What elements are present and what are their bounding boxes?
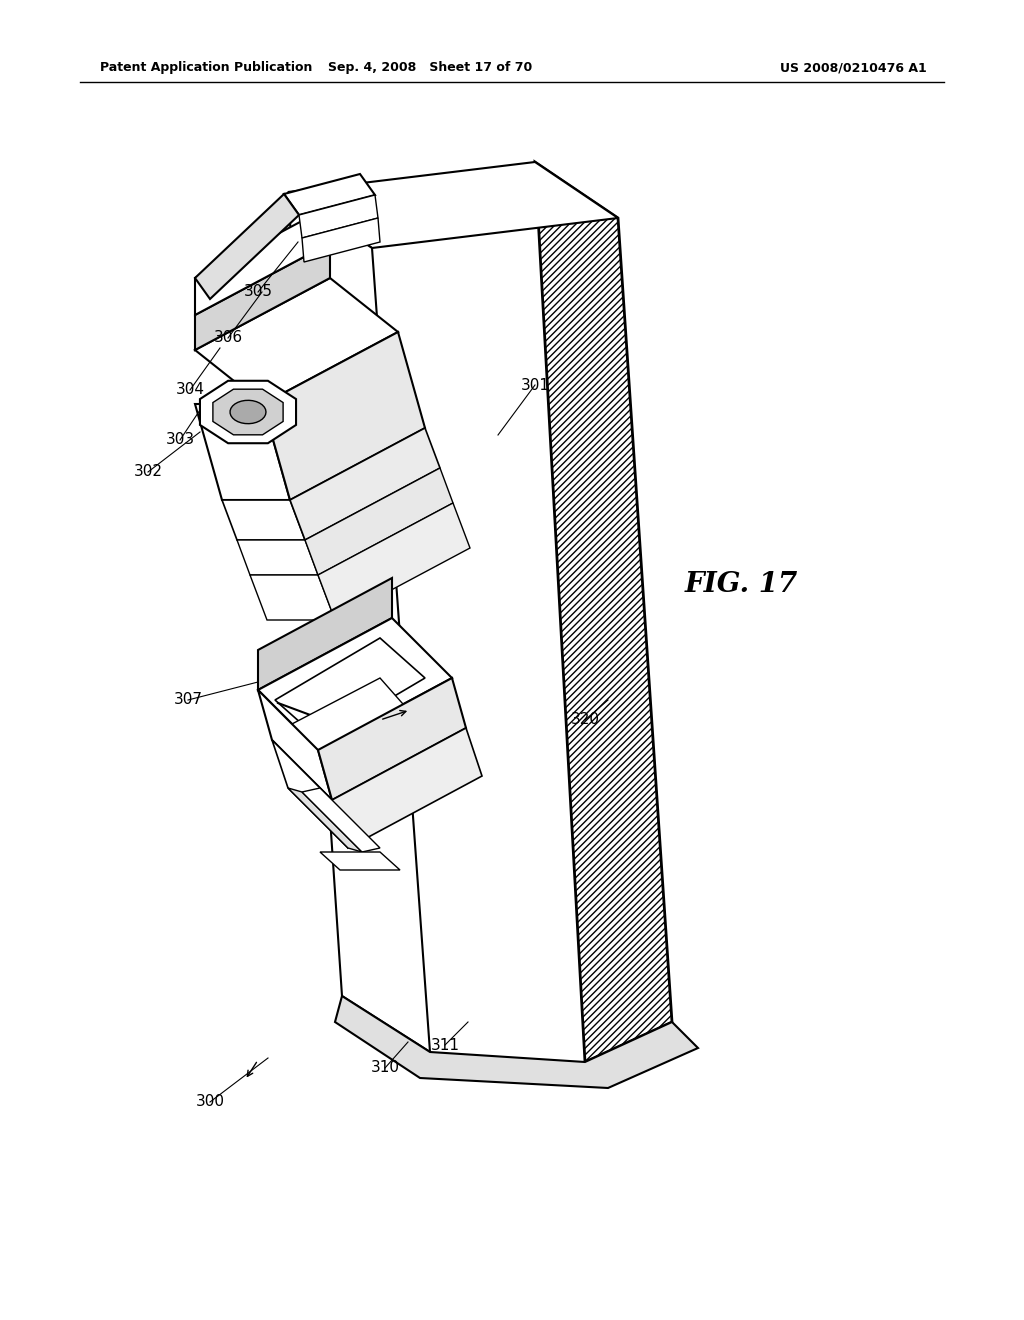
Polygon shape <box>284 174 375 215</box>
Polygon shape <box>299 195 378 238</box>
Polygon shape <box>318 678 466 800</box>
Text: FIG. 17: FIG. 17 <box>685 572 799 598</box>
Polygon shape <box>305 469 453 576</box>
Text: US 2008/0210476 A1: US 2008/0210476 A1 <box>780 62 927 74</box>
Polygon shape <box>258 690 332 800</box>
Text: 320: 320 <box>570 713 599 727</box>
Text: 306: 306 <box>213 330 243 346</box>
Polygon shape <box>335 997 698 1088</box>
Polygon shape <box>319 851 400 870</box>
Polygon shape <box>290 428 440 540</box>
Polygon shape <box>258 618 452 750</box>
Text: 304: 304 <box>175 383 205 397</box>
Polygon shape <box>288 191 430 1052</box>
Polygon shape <box>263 333 425 500</box>
Text: 310: 310 <box>371 1060 399 1076</box>
Text: Sep. 4, 2008   Sheet 17 of 70: Sep. 4, 2008 Sheet 17 of 70 <box>328 62 532 74</box>
Polygon shape <box>200 380 296 444</box>
Polygon shape <box>195 243 330 350</box>
Polygon shape <box>195 206 330 315</box>
Polygon shape <box>195 404 290 500</box>
Polygon shape <box>318 503 470 620</box>
Polygon shape <box>302 218 380 261</box>
Text: 302: 302 <box>133 465 163 479</box>
Polygon shape <box>195 279 398 404</box>
Polygon shape <box>272 741 348 847</box>
Polygon shape <box>535 162 672 1063</box>
Polygon shape <box>230 400 266 424</box>
Polygon shape <box>250 576 335 620</box>
Polygon shape <box>288 788 362 851</box>
Text: Patent Application Publication: Patent Application Publication <box>100 62 312 74</box>
Polygon shape <box>290 678 410 759</box>
Polygon shape <box>237 540 318 576</box>
Text: 300: 300 <box>196 1094 224 1110</box>
FancyArrowPatch shape <box>248 1063 256 1076</box>
FancyArrowPatch shape <box>383 710 406 719</box>
Polygon shape <box>288 162 618 248</box>
Polygon shape <box>275 638 425 741</box>
Text: 303: 303 <box>166 433 195 447</box>
Polygon shape <box>195 194 299 300</box>
Text: 301: 301 <box>520 378 550 392</box>
Text: 307: 307 <box>173 693 203 708</box>
Polygon shape <box>213 389 283 434</box>
Polygon shape <box>332 729 482 847</box>
Text: 305: 305 <box>244 285 272 300</box>
Polygon shape <box>222 500 305 540</box>
Polygon shape <box>302 788 380 851</box>
Polygon shape <box>258 578 392 690</box>
Text: 311: 311 <box>430 1038 460 1052</box>
